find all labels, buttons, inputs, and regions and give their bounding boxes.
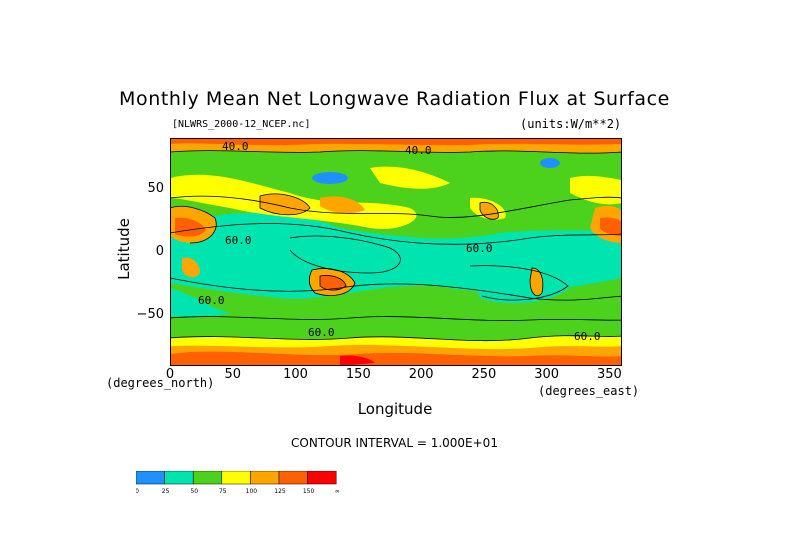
contour-line — [479, 201, 499, 220]
x-axis-label: Longitude — [357, 400, 433, 418]
x-unit-right-label: (degrees_east) — [538, 384, 640, 398]
colorbar-level-label: 100 — [246, 488, 258, 495]
x-tick-label: 50 — [224, 367, 242, 382]
colorbar-level-label: 50 — [190, 488, 198, 495]
colorbar-level-label: ∞ — [335, 488, 340, 495]
andes-orange — [530, 268, 543, 296]
colorbar-level-label: 150 — [303, 488, 315, 495]
contour-map: 40.0 60.0 60.0 60.0 60.0 40.0 60.0 — [170, 138, 622, 366]
x-tick-label: 100 — [283, 367, 308, 382]
north-pacific-yellow — [370, 166, 450, 189]
arctic-blue-1 — [312, 172, 348, 184]
contour-line — [170, 150, 622, 154]
map-fills — [170, 138, 622, 366]
southern-africa-orange — [182, 257, 200, 278]
map-border — [170, 138, 622, 366]
contour-line — [170, 195, 622, 218]
contour-labels: 40.0 60.0 60.0 60.0 60.0 40.0 60.0 — [198, 140, 601, 343]
contour-line — [170, 316, 622, 321]
contour-line — [289, 235, 401, 274]
colorbar-level-label: 0 — [136, 488, 139, 495]
australia-core — [320, 275, 346, 291]
contour-line — [469, 265, 569, 301]
y-tick-label: 50 — [147, 180, 164, 196]
y-tick-label: −50 — [136, 307, 164, 323]
x-unit-left-label: (degrees_north) — [106, 376, 215, 390]
southern-teal — [170, 288, 230, 318]
x-tick-label: 150 — [345, 367, 371, 382]
sahara-core — [175, 217, 206, 237]
chart-title: Monthly Mean Net Longwave Radiation Flux… — [119, 88, 670, 110]
colorbar-segment — [250, 471, 280, 485]
x-tick-label: 250 — [471, 367, 497, 382]
contour-line — [259, 193, 311, 216]
contour-label: 60.0 — [308, 326, 335, 339]
colorbar-level-label: 75 — [219, 488, 227, 495]
x-tick-label: 200 — [408, 367, 434, 382]
contour-interval-text: CONTOUR INTERVAL = 1.000E+01 — [291, 436, 498, 450]
contour-line — [170, 223, 622, 245]
colorbar-segment — [164, 471, 194, 485]
colorbar-level-label: 25 — [162, 488, 170, 495]
antarctic-core — [170, 351, 622, 366]
contour-label: 60.0 — [466, 242, 493, 255]
sahara-east-core — [600, 217, 622, 236]
contour-line — [170, 335, 622, 342]
colorbar-segment — [307, 471, 337, 485]
units-label: (units:W/m**2) — [520, 117, 622, 131]
contour-label: 60.0 — [225, 234, 252, 247]
colorbar-segment — [221, 471, 251, 485]
contour-line — [529, 267, 544, 297]
contour-lines — [170, 150, 622, 342]
antarctic-red — [340, 355, 375, 366]
arctic-core — [170, 138, 622, 146]
colorbar: 0 25 50 75 100 125 150 ∞ — [136, 471, 340, 495]
contour-line — [170, 205, 217, 244]
contour-label: 60.0 — [198, 294, 225, 307]
atlantic-teal — [470, 267, 570, 304]
contour-line — [170, 277, 622, 301]
y-tick-label: 0 — [155, 244, 164, 259]
gobi-orange — [320, 196, 365, 214]
x-tick-label: 300 — [534, 367, 560, 382]
contour-line — [308, 268, 356, 296]
colorbar-segment — [192, 471, 223, 485]
contour-label: 40.0 — [222, 140, 249, 153]
arctic-blue-3 — [540, 158, 560, 168]
colorbar-level-label: 125 — [274, 488, 286, 495]
x-tick-label: 0 — [165, 367, 175, 382]
file-label: [NLWRS_2000-12_NCEP.nc] — [172, 119, 311, 130]
contour-line — [319, 275, 347, 291]
contour-label: 60.0 — [574, 330, 601, 343]
colorbar-segment — [136, 471, 165, 485]
contour-label: 40.0 — [405, 144, 432, 157]
x-tick-label: 350 — [597, 367, 622, 382]
colorbar-segment — [278, 471, 308, 485]
